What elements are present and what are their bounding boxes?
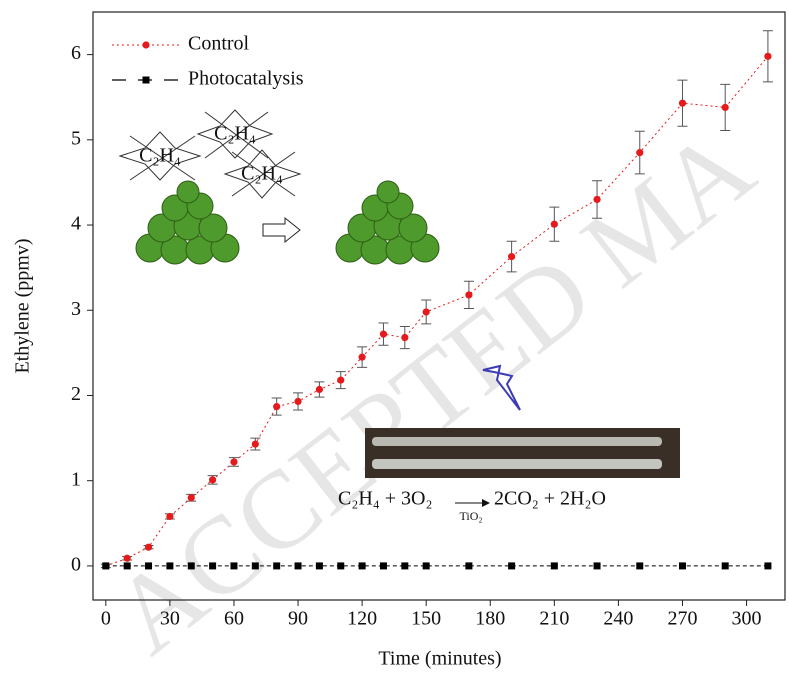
data-point — [252, 440, 259, 447]
molecule-label: C₂H₄ — [214, 123, 256, 145]
data-point — [679, 562, 686, 569]
data-point — [764, 53, 771, 60]
x-tick-label: 210 — [539, 608, 569, 630]
data-point — [145, 544, 152, 551]
x-tick-label: 0 — [101, 608, 111, 630]
data-point — [380, 562, 387, 569]
y-tick-label: 1 — [71, 468, 81, 490]
data-point — [166, 513, 173, 520]
data-point — [508, 253, 515, 260]
x-tick-label: 300 — [732, 608, 762, 630]
chart: ACCEPTED MA Time (minutes) Ethylene (ppm… — [0, 0, 789, 675]
legend-label: Photocatalysis — [188, 68, 304, 90]
x-tick-label: 180 — [475, 608, 505, 630]
data-point — [679, 100, 686, 107]
data-point — [209, 476, 216, 483]
data-point — [316, 386, 323, 393]
data-point — [294, 398, 301, 405]
equation-right: 2CO₂ + 2H₂O — [494, 488, 606, 510]
molecule-label: C₂H₄ — [139, 145, 181, 167]
data-point — [359, 562, 366, 569]
y-tick-label: 4 — [71, 213, 81, 235]
data-point — [380, 331, 387, 338]
data-point — [593, 196, 600, 203]
data-point — [508, 562, 515, 569]
data-point — [209, 562, 216, 569]
data-point — [273, 562, 280, 569]
data-point — [230, 458, 237, 465]
data-point — [102, 562, 109, 569]
data-point — [166, 562, 173, 569]
data-point — [230, 562, 237, 569]
data-point — [188, 494, 195, 501]
data-point — [551, 221, 558, 228]
legend-label: Control — [188, 33, 250, 55]
data-point — [551, 562, 558, 569]
y-axis-label: Ethylene (ppmv) — [12, 239, 34, 374]
y-tick-label: 2 — [71, 383, 81, 405]
y-tick-label: 5 — [71, 127, 81, 149]
data-point — [401, 334, 408, 341]
catalyst-label: TiO₂ — [459, 509, 482, 523]
equation-left: C₂H₄ + 3O₂ — [338, 488, 432, 510]
data-point — [636, 149, 643, 156]
data-point — [273, 403, 280, 410]
x-tick-label: 30 — [160, 608, 180, 630]
data-point — [722, 104, 729, 111]
reaction-arrowhead — [482, 499, 490, 507]
legend-marker — [142, 41, 149, 48]
data-point — [337, 562, 344, 569]
y-tick-label: 6 — [71, 42, 81, 64]
molecule-label: C₂H₄ — [241, 163, 283, 185]
data-point — [636, 562, 643, 569]
x-tick-label: 270 — [667, 608, 697, 630]
data-point — [594, 562, 601, 569]
x-tick-label: 120 — [347, 608, 377, 630]
data-point — [423, 308, 430, 315]
data-point — [252, 562, 259, 569]
data-point — [359, 354, 366, 361]
x-tick-label: 150 — [411, 608, 441, 630]
pepper-illustration: C₂H₄ C₂H₄ C₂H₄ — [120, 110, 439, 264]
y-tick-label: 3 — [71, 298, 81, 320]
x-tick-label: 90 — [288, 608, 308, 630]
data-point — [188, 562, 195, 569]
data-point — [465, 291, 472, 298]
x-tick-label: 60 — [224, 608, 244, 630]
data-point — [124, 555, 131, 562]
x-axis-label: Time (minutes) — [378, 648, 501, 670]
y-tick-label: 0 — [71, 554, 81, 576]
data-point — [465, 562, 472, 569]
data-point — [764, 562, 771, 569]
legend-marker — [143, 77, 150, 84]
data-point — [145, 562, 152, 569]
x-tick-label: 240 — [603, 608, 633, 630]
data-point — [337, 377, 344, 384]
data-point — [316, 562, 323, 569]
data-point — [722, 562, 729, 569]
data-point — [423, 562, 430, 569]
data-point — [124, 562, 131, 569]
data-point — [295, 562, 302, 569]
data-point — [401, 562, 408, 569]
